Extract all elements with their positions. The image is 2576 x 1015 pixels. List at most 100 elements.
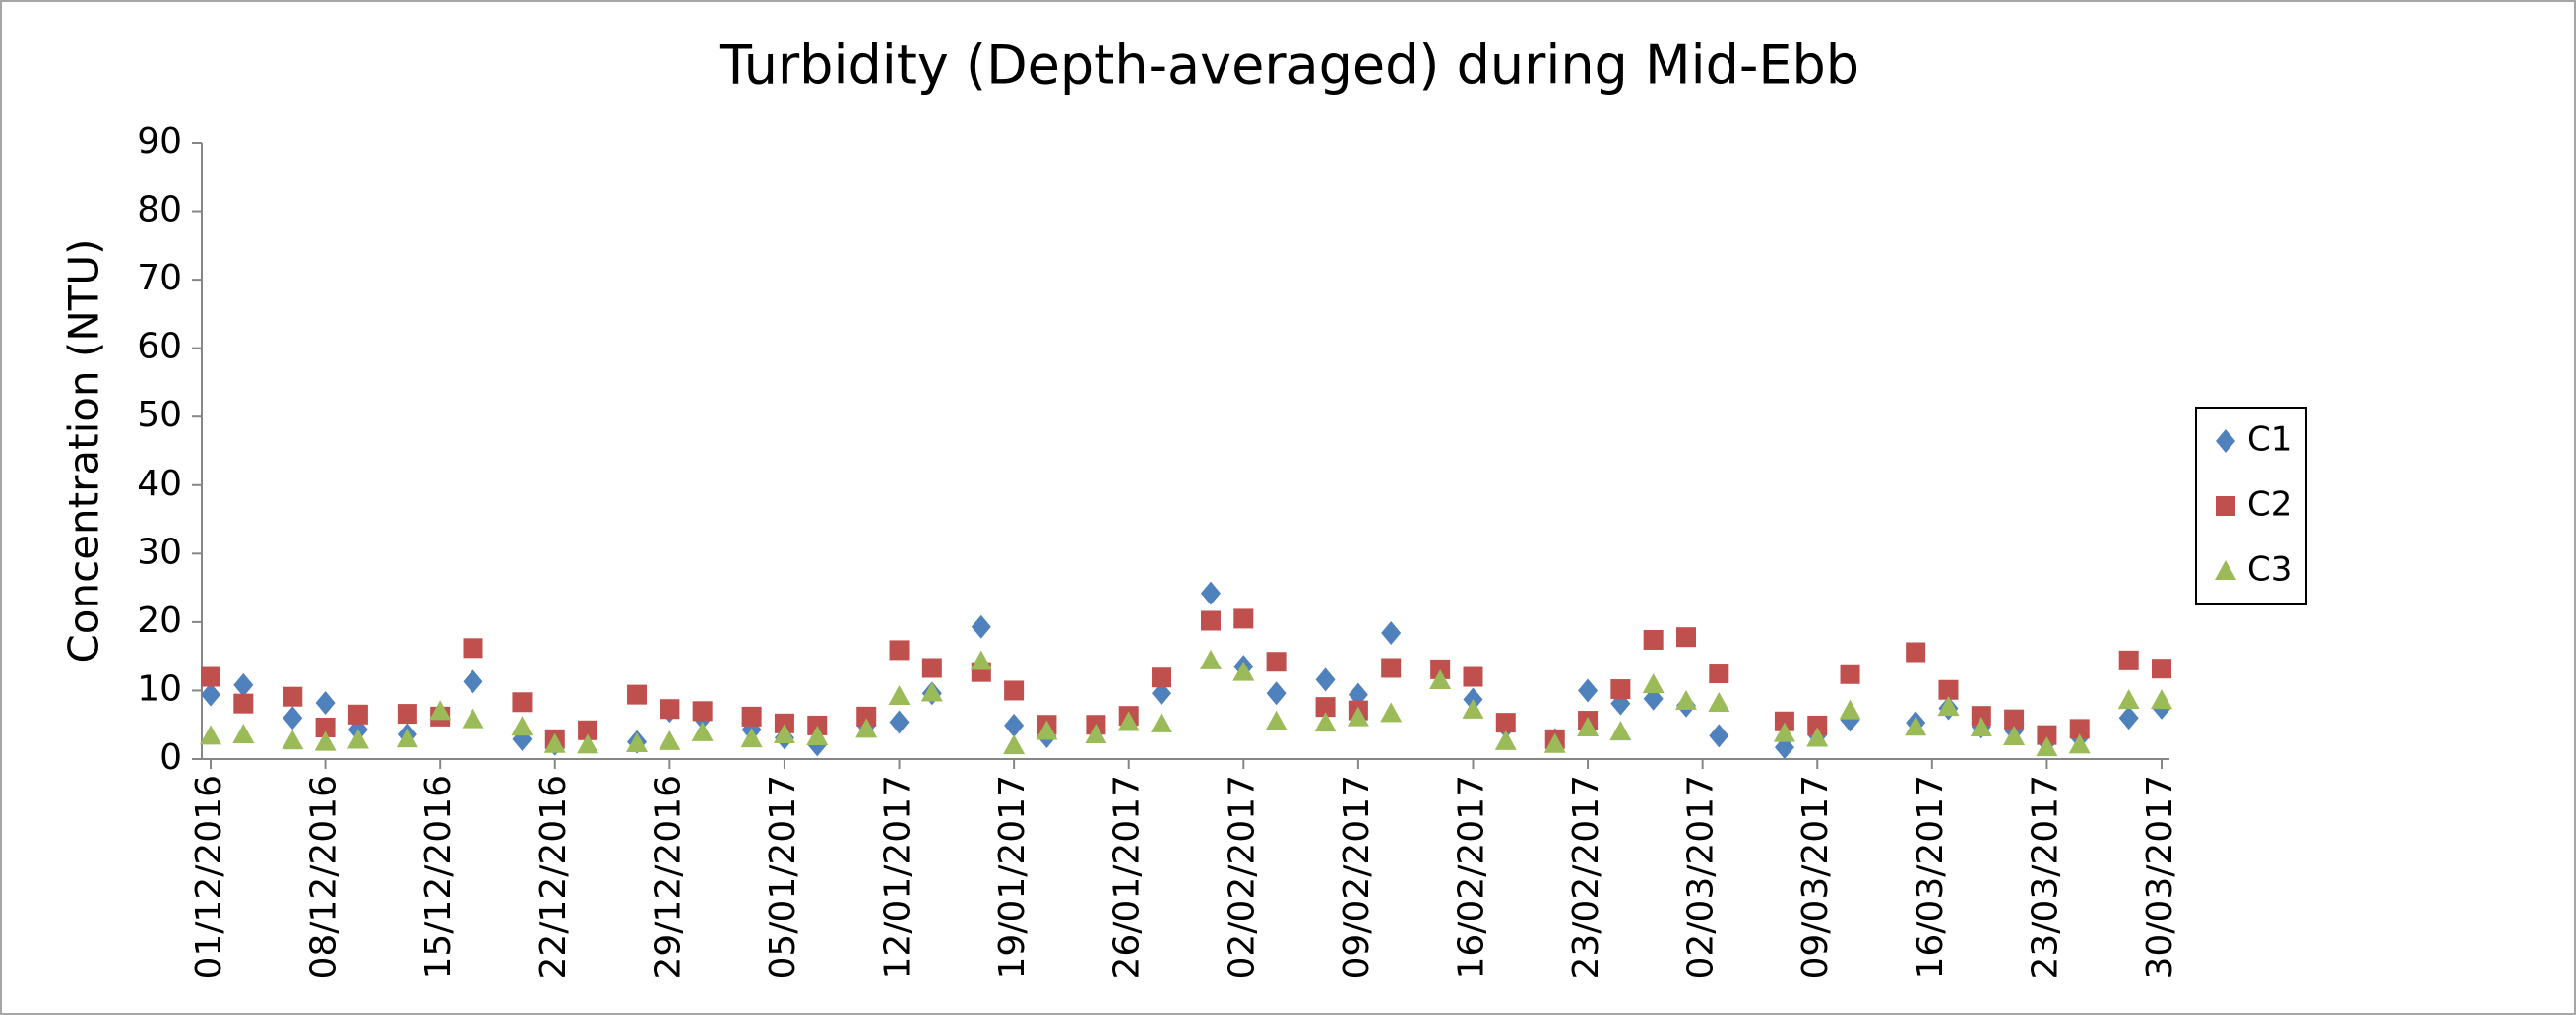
y-tick-label: 50 [137,395,182,435]
point [200,725,221,745]
point [1314,712,1337,732]
point [2037,725,2057,745]
point [807,715,828,735]
point [1642,673,1665,694]
x-tick-label: 22/12/2016 [534,775,574,980]
point [1839,699,1861,720]
point [773,723,795,743]
point [971,614,991,639]
x-tick-label: 15/12/2016 [418,775,459,980]
point [2117,689,2140,710]
point [512,692,533,713]
point [921,658,942,678]
point [232,723,255,743]
point [462,708,484,729]
y-tick-label: 70 [137,258,182,298]
x-tick-label: 26/01/2017 [1107,775,1148,980]
point [1430,659,1451,679]
point [1643,629,1664,650]
point [1151,712,1173,732]
point [397,704,417,725]
x-tick-label: 19/01/2017 [992,775,1033,980]
point [1938,679,1959,700]
point [463,638,483,659]
chart-title: Turbidity (Depth-averaged) during Mid-Eb… [719,34,1859,96]
point [283,706,303,730]
point [396,728,418,748]
point [1315,667,1336,692]
point [1036,720,1058,740]
legend-marker [2216,496,2235,516]
point [1840,664,1860,684]
point [1970,717,1992,737]
point [2003,726,2026,746]
point [233,672,254,697]
point [889,640,910,661]
point [201,682,220,707]
point [201,666,220,687]
point [1708,691,1730,712]
point [1806,727,1829,747]
y-tick-label: 90 [137,121,182,161]
point [627,684,648,705]
point [1971,706,1991,727]
point [1152,667,1172,688]
point [577,733,599,754]
point [970,650,992,670]
y-tick-label: 10 [137,668,182,709]
y-axis-label: Concentration (NTU) [60,238,108,663]
x-tick-label: 29/12/2016 [648,775,688,980]
point [626,732,649,753]
legend-label: C1 [2247,420,2292,460]
point [511,716,534,736]
point [2069,719,2090,739]
legend-label: C3 [2247,550,2292,590]
point [2152,659,2171,679]
point [429,700,452,721]
point [315,718,336,738]
y-tick-label: 40 [137,464,182,504]
point [543,732,566,753]
point [283,686,303,707]
x-tick-label: 09/02/2017 [1337,775,1377,980]
point [1233,608,1254,629]
point [1937,696,1960,717]
point [578,720,598,740]
point [806,726,829,746]
point [1709,664,1729,684]
point [1578,678,1599,703]
point [1266,652,1287,672]
point [1674,689,1697,710]
x-tick-label: 09/03/2017 [1795,775,1836,980]
x-tick-label: 05/01/2017 [763,775,803,980]
y-tick-label: 60 [137,327,182,367]
point [1200,610,1221,631]
x-tick-label: 08/12/2016 [304,775,345,980]
point [1347,706,1369,727]
point [1003,734,1026,755]
point [920,681,943,702]
point [1004,713,1025,737]
x-tick-label: 16/03/2017 [1911,775,1951,980]
point [315,690,336,715]
x-tick-label: 12/01/2017 [878,775,918,980]
point [1117,711,1140,731]
point [856,706,877,727]
point [1675,627,1696,648]
point [347,704,368,725]
point [2004,709,2025,730]
point [346,729,369,749]
point [659,730,681,750]
x-tick-label: 02/03/2017 [1681,775,1722,980]
point [2118,650,2139,670]
point [1906,642,1926,663]
point [2151,689,2172,710]
point [2118,706,2139,730]
point [1085,723,1107,743]
point [774,713,794,733]
x-tick-label: 23/03/2017 [2025,775,2065,980]
point [888,685,911,706]
point [1004,680,1025,701]
